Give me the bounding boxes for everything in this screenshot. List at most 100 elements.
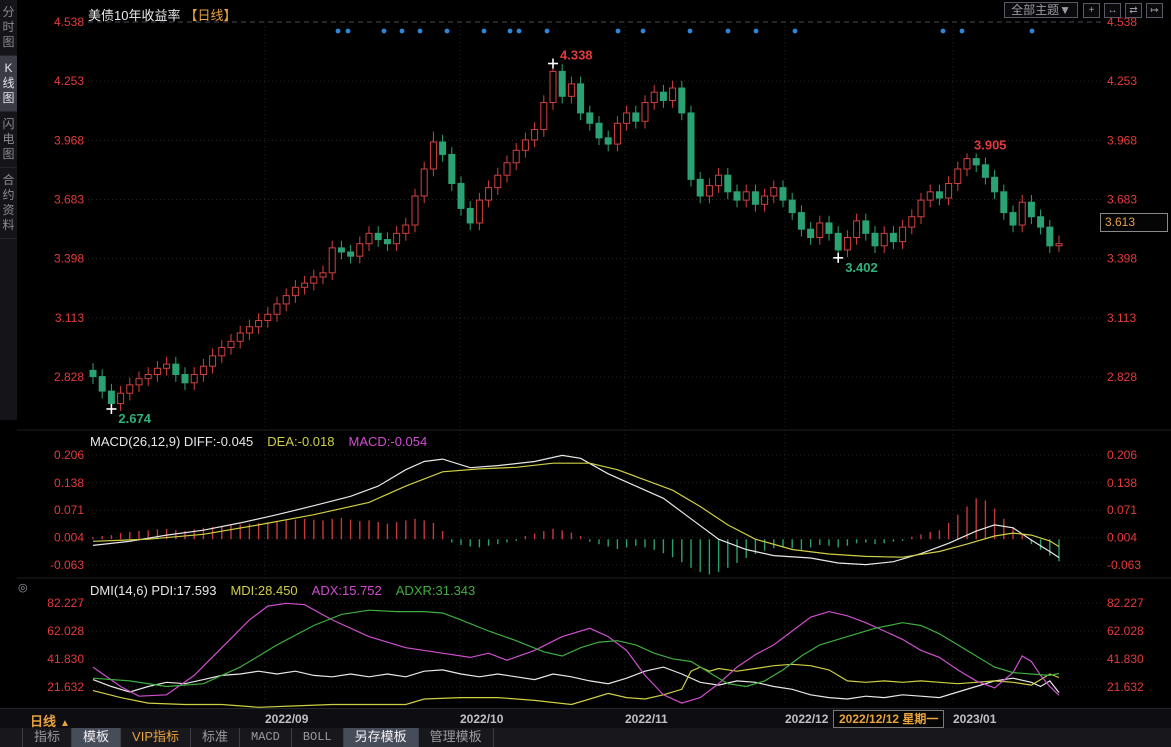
- price-axis-label: 2.828: [1107, 370, 1137, 384]
- candle-body: [595, 122, 603, 139]
- cursor-price-box: 3.613: [1100, 213, 1168, 232]
- xaxis-row: 日线 ▲ 2022/09 2022/10 2022/11 2022/12 2023/01 …: [0, 708, 1171, 730]
- candle-body: [282, 295, 290, 305]
- event-marker-dot: [516, 28, 522, 34]
- candle-body: [687, 112, 695, 180]
- candle-body: [245, 326, 253, 334]
- macd-axis-label: 0.206: [1107, 448, 1137, 462]
- dmi-axis-label: 41.830: [47, 652, 84, 666]
- candle-body: [669, 87, 677, 101]
- tab-另存模板[interactable]: 另存模板: [343, 728, 419, 747]
- dmi-adx-line: [92, 602, 1060, 704]
- chart-title: 美债10年收益率 【日线】: [88, 5, 236, 24]
- sidebar-item-1[interactable]: K线图: [0, 56, 17, 112]
- chart-type-sidebar: 分时图 K线图 闪电图 合约资料: [0, 0, 17, 420]
- candle-body: [172, 363, 180, 376]
- price-axis-label: 3.683: [54, 193, 84, 207]
- tab-模板[interactable]: 模板: [72, 728, 122, 747]
- tab-指标[interactable]: 指标: [22, 728, 73, 747]
- candle-body: [190, 374, 198, 384]
- pan-right-icon[interactable]: ↦: [1146, 2, 1163, 18]
- tab-MACD[interactable]: MACD: [240, 728, 292, 747]
- candle-body: [797, 212, 805, 230]
- sidebar-item-3[interactable]: 合约资料: [0, 168, 17, 239]
- macd-axis-label: 0.138: [54, 476, 84, 490]
- dmi-axis-label: 41.830: [1107, 652, 1144, 666]
- indicator-settings-icon[interactable]: ◎: [18, 582, 28, 594]
- candle-body: [724, 174, 732, 193]
- candle-body: [770, 187, 778, 197]
- dmi-pdi-line: [92, 666, 1060, 700]
- price-axis-label: 4.253: [54, 74, 84, 88]
- event-marker-dot: [417, 28, 423, 34]
- dmi-indicator-header[interactable]: DMI(14,6) PDI:17.593 MDI:28.450 ADX:15.752…: [90, 583, 489, 598]
- period-selector[interactable]: 日线 ▲: [30, 711, 70, 730]
- price-axis-label: 3.398: [54, 252, 84, 266]
- price-axis-label: 3.113: [55, 311, 84, 325]
- zoom-horizontal-icon[interactable]: ↔: [1104, 2, 1121, 18]
- dmi-axis-label: 21.632: [47, 680, 84, 694]
- candle-body: [1027, 201, 1035, 218]
- zoom-vertical-icon[interactable]: ⇄: [1125, 2, 1142, 18]
- macd-axis-label: -0.063: [1107, 558, 1141, 572]
- event-marker-dot: [753, 28, 759, 34]
- crosshair-icon[interactable]: +: [1083, 2, 1100, 18]
- candle-body: [1018, 201, 1026, 226]
- candle-body: [604, 137, 612, 145]
- candle-body: [521, 139, 529, 151]
- chart-canvas[interactable]: 4.338 3.905 2.674 3.402 4.538 4.538 4.253 4.253…: [0, 0, 1171, 708]
- candle-body: [761, 195, 769, 205]
- macd-header-part-0: MACD(26,12,9) DIFF:-0.045: [90, 434, 254, 449]
- candle-body: [1000, 191, 1008, 214]
- candle-body: [613, 122, 621, 145]
- event-marker-dot: [959, 28, 965, 34]
- candle-body: [347, 251, 355, 257]
- theme-dropdown[interactable]: 全部主题▼: [1004, 2, 1078, 18]
- sidebar-item-2[interactable]: 闪电图: [0, 112, 17, 168]
- candle-body: [678, 87, 686, 114]
- event-marker-dot: [725, 28, 731, 34]
- candle-body: [540, 102, 548, 131]
- candle-body: [632, 112, 640, 122]
- event-marker-dot: [345, 28, 351, 34]
- period-label-text: 日线: [30, 714, 57, 729]
- event-marker-dot: [507, 28, 513, 34]
- candle-body: [871, 232, 879, 247]
- price-annotation: 4.338: [560, 48, 593, 63]
- candle-body: [429, 141, 437, 170]
- candle-body: [89, 369, 97, 378]
- candle-body: [650, 91, 658, 104]
- candle-body: [963, 158, 971, 170]
- macd-axis-label: 0.206: [54, 448, 84, 462]
- candle-body: [889, 232, 897, 243]
- instrument-name: 美债10年收益率: [88, 8, 181, 23]
- candle-body: [926, 191, 934, 201]
- candle-body: [742, 191, 750, 201]
- tab-管理模板[interactable]: 管理模板: [419, 728, 494, 747]
- price-axis-label: 3.398: [1107, 252, 1137, 266]
- macd-axis-label: 0.071: [54, 503, 84, 517]
- candle-body: [356, 243, 364, 257]
- tab-VIP指标[interactable]: VIP指标: [121, 728, 191, 747]
- event-marker-dot: [615, 28, 621, 34]
- candle-body: [393, 232, 401, 245]
- price-axis-label: 4.253: [1107, 74, 1137, 88]
- candle-body: [945, 183, 953, 199]
- macd-diff-line: [92, 454, 1060, 566]
- macd-indicator-header[interactable]: MACD(26,12,9) DIFF:-0.045 DEA:-0.018 MACD:…: [90, 434, 441, 449]
- event-marker-dot: [687, 28, 693, 34]
- candle-body: [816, 222, 824, 238]
- candle-body: [972, 158, 980, 166]
- dmi-axis-label: 82.227: [47, 596, 84, 610]
- tab-标准[interactable]: 标准: [191, 728, 241, 747]
- candle-body: [107, 390, 115, 405]
- event-marker-dot: [335, 28, 341, 34]
- price-annotation: 2.674: [118, 411, 151, 426]
- price-axis-label: 3.968: [54, 133, 84, 147]
- sidebar-item-0[interactable]: 分时图: [0, 0, 17, 56]
- dmi-header-part-2: ADX:15.752: [311, 583, 382, 598]
- tab-BOLL[interactable]: BOLL: [292, 728, 344, 747]
- xaxis-date-4: 2023/01: [953, 712, 997, 726]
- event-marker-dot: [940, 28, 946, 34]
